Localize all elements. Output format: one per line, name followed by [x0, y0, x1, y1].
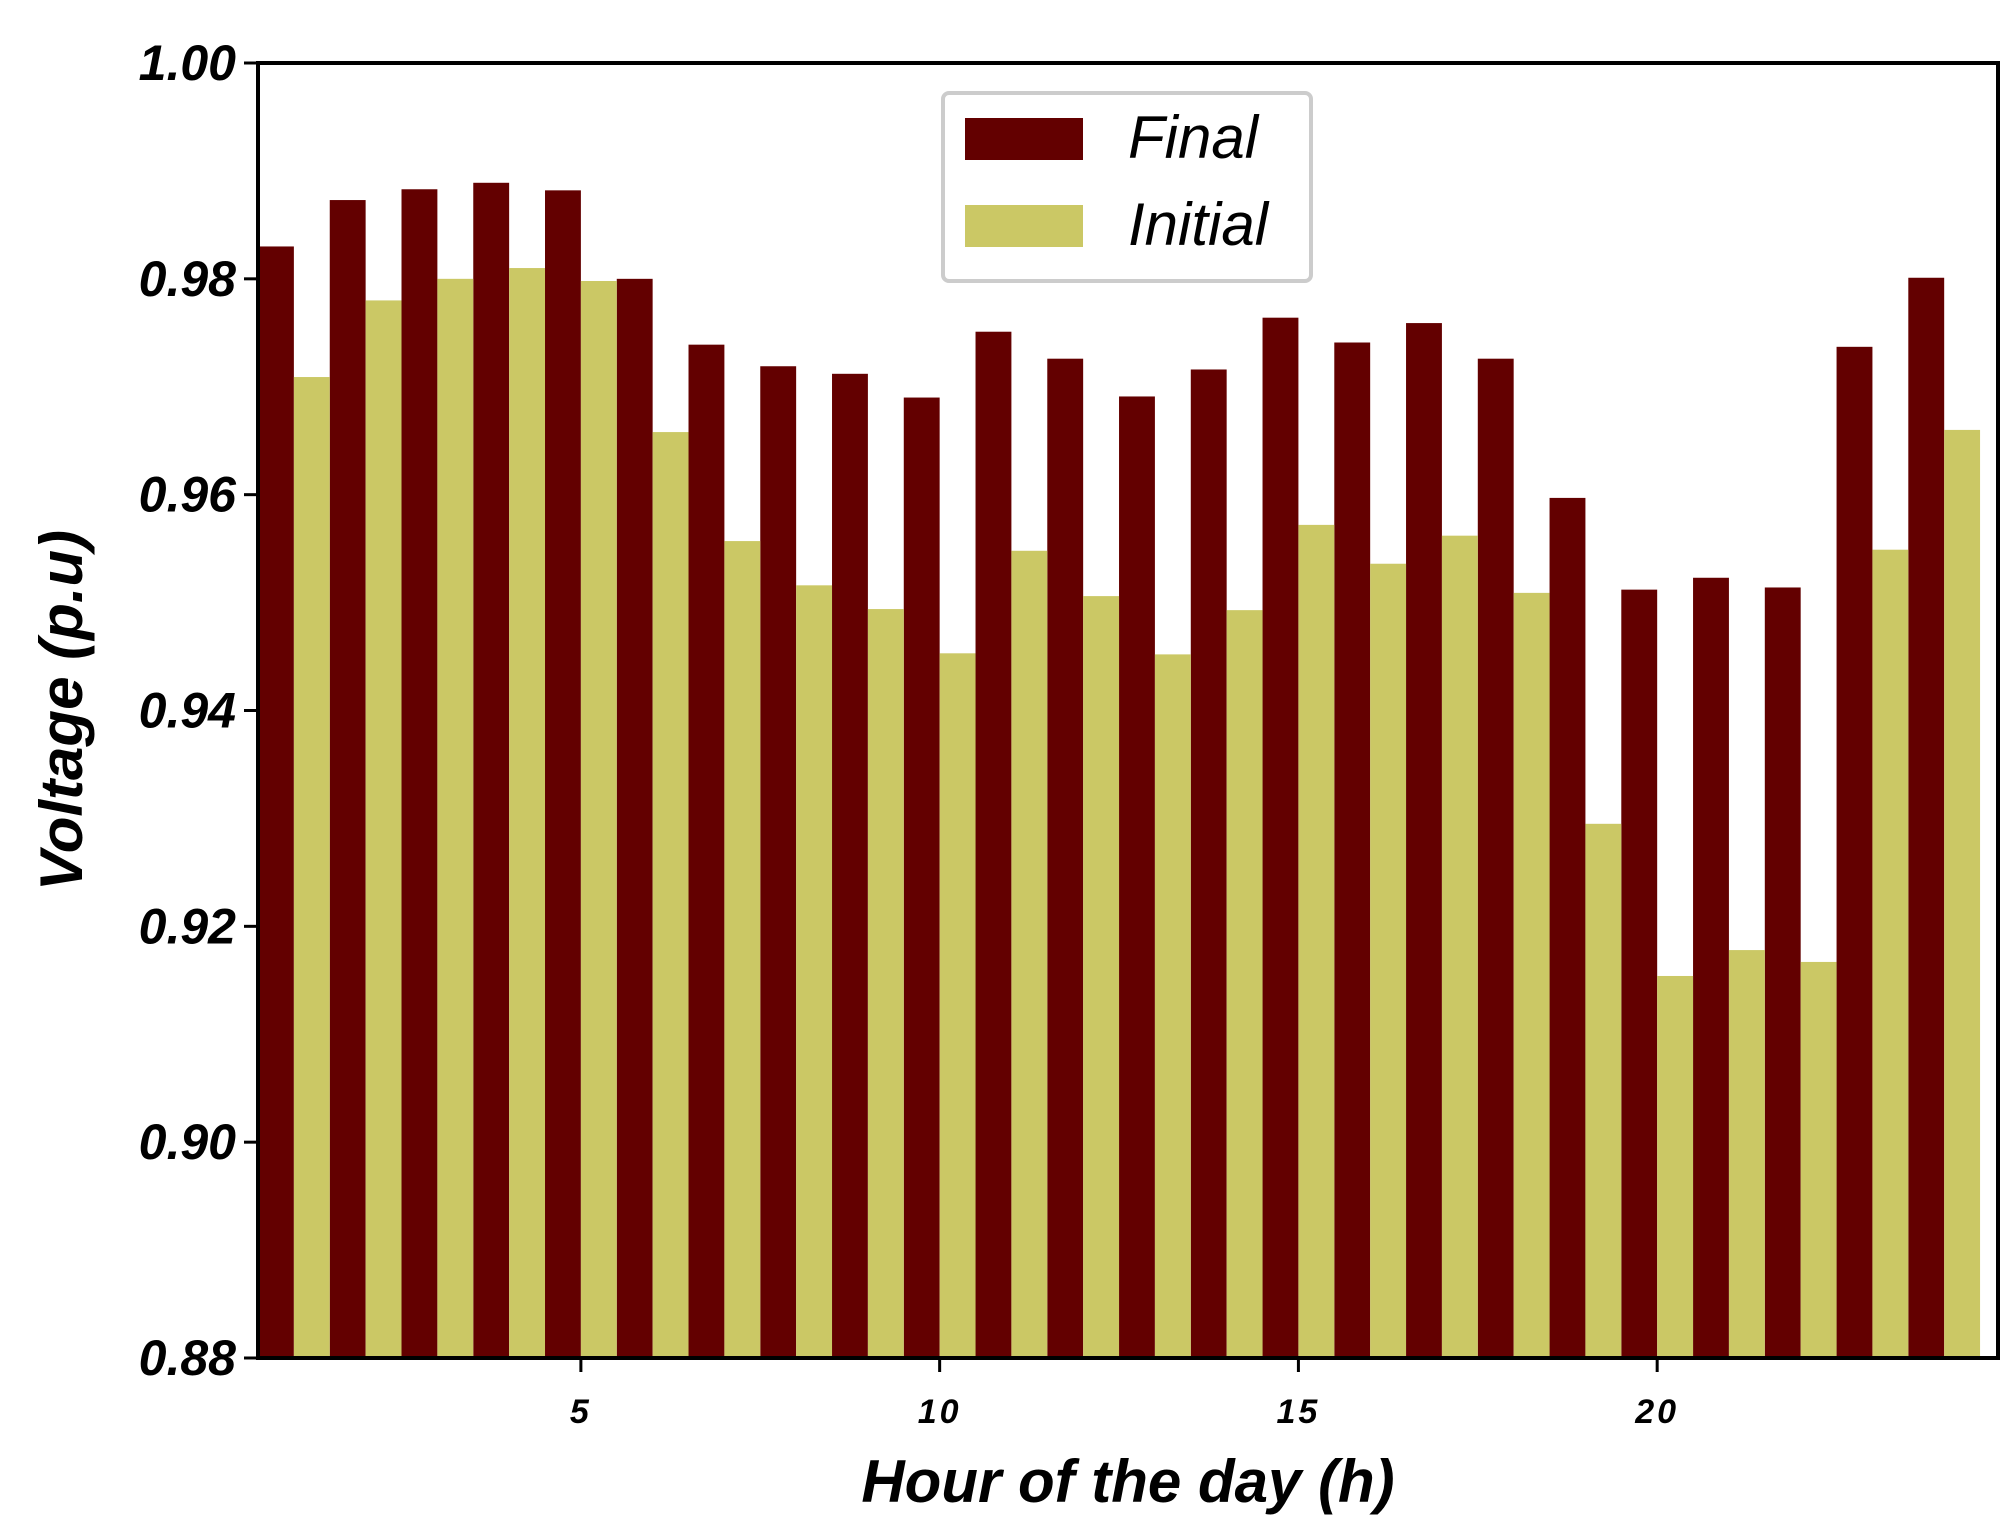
x-axis-label: Hour of the day (h) [861, 1448, 1394, 1515]
bar-final-hour-5 [545, 190, 581, 1358]
bar-final-hour-2 [329, 200, 366, 1358]
bar-final-hour-11 [975, 331, 1012, 1358]
bar-initial-hour-22 [1800, 961, 1837, 1358]
x-tick-label: 15 [1276, 1393, 1320, 1431]
legend-label-initial: Initial [1128, 191, 1270, 258]
bar-initial-hour-13 [1154, 654, 1191, 1358]
bar-final-hour-17 [1406, 323, 1442, 1359]
bar-final-hour-20 [1621, 589, 1658, 1358]
legend-swatch-initial [965, 205, 1083, 247]
bar-initial-hour-1 [293, 377, 330, 1359]
y-axis-label: Voltage (p.u) [28, 530, 95, 891]
bar-final-hour-18 [1477, 358, 1514, 1359]
x-tick-label: 20 [1634, 1393, 1679, 1431]
bar-final-hour-4 [473, 182, 510, 1359]
bar-initial-hour-24 [1944, 429, 1981, 1359]
bar-initial-hour-2 [365, 300, 402, 1359]
y-tick-label: 0.96 [139, 467, 238, 523]
legend-label-final: Final [1128, 104, 1260, 171]
bar-initial-hour-8 [796, 585, 833, 1358]
y-tick-label: 0.90 [139, 1114, 237, 1170]
bar-initial-hour-18 [1513, 592, 1550, 1358]
bar-initial-hour-10 [939, 653, 976, 1358]
bar-final-hour-15 [1262, 317, 1299, 1358]
bar-final-hour-21 [1693, 577, 1729, 1358]
y-tick-label: 1.00 [139, 35, 237, 91]
y-axis: 0.88 0.90 0.92 0.94 0.96 0.98 1.00 [139, 35, 258, 1386]
x-tick-label: 10 [918, 1393, 962, 1431]
bar-initial-hour-23 [1872, 549, 1909, 1358]
bar-initial-hour-15 [1298, 524, 1335, 1358]
bar-initial-hour-12 [1083, 596, 1120, 1358]
bar-initial-hour-6 [652, 432, 689, 1358]
x-tick-label: 5 [570, 1393, 592, 1431]
bar-final-hour-22 [1764, 587, 1801, 1358]
y-tick-label: 0.88 [139, 1330, 237, 1386]
y-tick-label: 0.94 [139, 683, 236, 739]
bar-initial-hour-9 [867, 609, 904, 1358]
series-final-bars [258, 182, 1945, 1359]
bar-final-hour-13 [1119, 396, 1155, 1358]
bar-initial-hour-5 [580, 280, 617, 1358]
series-initial-bars [293, 268, 1981, 1359]
bar-final-hour-10 [903, 397, 940, 1359]
bar-initial-hour-16 [1370, 563, 1407, 1358]
bar-initial-hour-14 [1226, 610, 1263, 1358]
bar-final-hour-16 [1334, 342, 1371, 1359]
bar-final-hour-1 [258, 246, 294, 1358]
bar-initial-hour-11 [1011, 550, 1048, 1358]
bar-final-hour-24 [1908, 277, 1945, 1359]
bar-final-hour-23 [1836, 346, 1873, 1359]
bar-final-hour-9 [832, 373, 868, 1358]
bar-final-hour-14 [1190, 369, 1227, 1358]
bar-final-hour-8 [760, 366, 797, 1358]
y-tick-label: 0.92 [139, 898, 237, 954]
bar-initial-hour-19 [1585, 823, 1622, 1358]
bar-initial-hour-20 [1657, 975, 1694, 1358]
bar-final-hour-12 [1047, 358, 1084, 1359]
bar-initial-hour-4 [509, 268, 546, 1359]
bar-initial-hour-21 [1728, 950, 1765, 1358]
y-tick-label: 0.98 [139, 251, 237, 307]
bar-final-hour-7 [688, 344, 725, 1359]
bar-initial-hour-7 [724, 541, 761, 1358]
bar-final-hour-19 [1549, 497, 1586, 1358]
bar-final-hour-3 [401, 189, 438, 1359]
legend-swatch-final [965, 118, 1083, 160]
x-axis: 5 10 15 20 [570, 1358, 1679, 1431]
bar-initial-hour-17 [1441, 535, 1478, 1358]
bar-final-hour-6 [616, 278, 653, 1358]
bar-initial-hour-3 [437, 278, 474, 1358]
legend: Final Initial [941, 91, 1313, 283]
